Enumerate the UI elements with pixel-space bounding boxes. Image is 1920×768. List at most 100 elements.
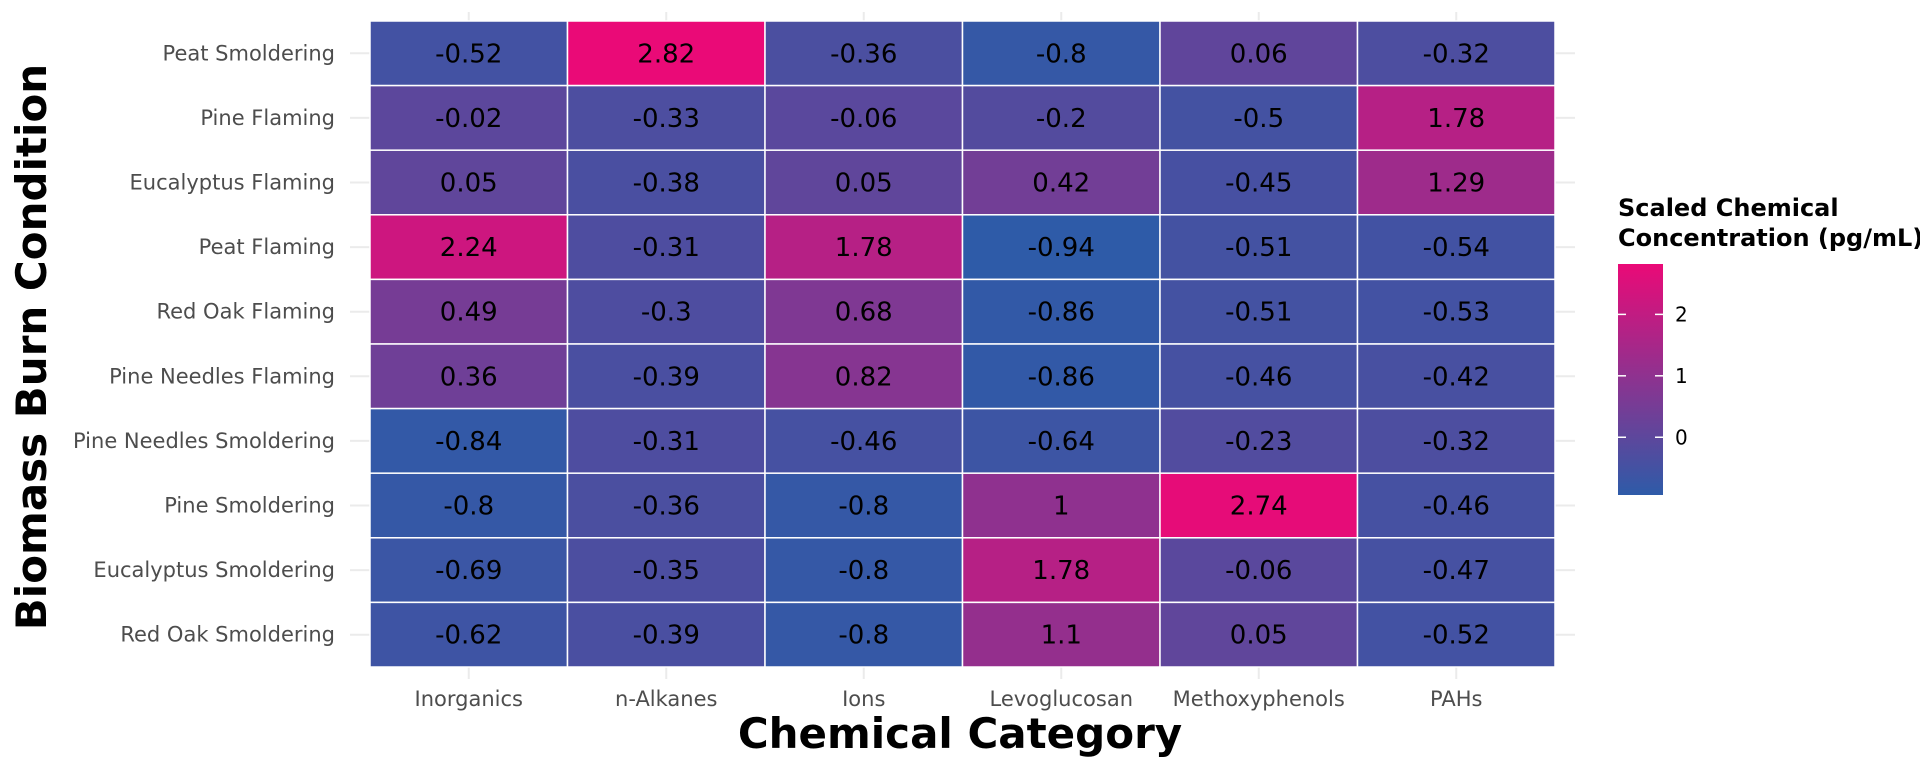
cell-value-label: 0.42	[1032, 169, 1090, 199]
y-tick-label: Pine Smoldering	[164, 494, 335, 518]
cell-value-label: 2.24	[440, 233, 498, 263]
legend-tick-label: 1	[1675, 364, 1688, 388]
legend-ticks: 0 1 2	[1618, 302, 1688, 449]
cell-value-label: -0.5	[1233, 104, 1284, 134]
y-tick-label: Pine Needles Smoldering	[73, 429, 335, 453]
heatmap-cell	[961, 278, 1161, 345]
cell-value-label: 1.29	[1427, 169, 1485, 199]
cell-label-layer: -0.52 2.82 -0.36 -0.8 0.06 -0.32 -0.02 -0.33 -0.…	[435, 39, 1490, 650]
cell-value-label: 0.06	[1230, 39, 1288, 69]
heatmap-cell	[764, 149, 964, 216]
heatmap-cell	[369, 149, 569, 216]
cell-value-label: 1.1	[1041, 621, 1082, 651]
cell-value-label: 1.78	[1427, 104, 1485, 134]
cell-value-label: -0.62	[435, 621, 502, 651]
x-tick-label: Inorganics	[415, 687, 523, 711]
cell-value-label: -0.54	[1423, 233, 1490, 263]
heatmap-cell	[961, 472, 1161, 539]
y-tick-label: Eucalyptus Flaming	[130, 171, 335, 195]
cell-value-label: -0.8	[1036, 39, 1087, 69]
heatmap-cell	[1356, 472, 1556, 539]
heatmap-cell	[1356, 84, 1556, 151]
y-tick-label: Pine Needles Flaming	[109, 364, 335, 388]
cell-value-label: -0.36	[633, 492, 700, 522]
heatmap-cell	[961, 537, 1161, 604]
heatmap-cell	[369, 537, 569, 604]
heatmap-cell	[566, 214, 766, 281]
legend-title-line-2: Concentration (pg/mL)	[1618, 224, 1920, 252]
legend-tick-label: 2	[1675, 302, 1688, 326]
heatmap-cell	[961, 20, 1161, 87]
cell-value-label: -0.39	[633, 621, 700, 651]
heatmap-cell	[566, 343, 766, 410]
cell-value-label: -0.31	[633, 427, 700, 457]
heatmap-cell	[1159, 84, 1359, 151]
x-tick-label: Ions	[842, 687, 885, 711]
heatmap-cell	[1159, 20, 1359, 87]
cell-value-label: -0.31	[633, 233, 700, 263]
cell-value-label: -0.52	[1423, 621, 1490, 651]
heatmap-cell	[566, 407, 766, 474]
heatmap-cell	[1356, 601, 1556, 668]
cell-value-label: -0.53	[1423, 298, 1490, 328]
cell-value-label: -0.2	[1036, 104, 1087, 134]
cell-value-label: -0.84	[435, 427, 502, 457]
heatmap-cell	[566, 601, 766, 668]
cell-value-label: 2.82	[637, 39, 695, 69]
cell-value-label: 0.36	[440, 362, 498, 392]
cell-value-label: -0.02	[435, 104, 502, 134]
cell-value-label: -0.32	[1423, 427, 1490, 457]
y-tick-label: Peat Smoldering	[163, 41, 335, 65]
cell-value-label: -0.94	[1028, 233, 1095, 263]
y-axis-title: Biomass Burn Condition	[7, 64, 56, 630]
heatmap-cell	[369, 84, 569, 151]
cell-value-label: 0.68	[835, 298, 893, 328]
cell-value-label: -0.51	[1225, 233, 1292, 263]
cell-value-label: -0.8	[838, 556, 889, 586]
heatmap-cell	[1159, 343, 1359, 410]
heatmap-cell	[1356, 20, 1556, 87]
cell-value-label: -0.8	[838, 492, 889, 522]
cell-value-label: -0.38	[633, 169, 700, 199]
heatmap-cell	[961, 84, 1161, 151]
heatmap-cell	[961, 149, 1161, 216]
heatmap-cell	[764, 214, 964, 281]
heatmap-cell	[1159, 472, 1359, 539]
x-tick-label: Methoxyphenols	[1173, 687, 1345, 711]
heatmap-cell	[1356, 343, 1556, 410]
heatmap-cell	[961, 214, 1161, 281]
axis-layer: Peat Smoldering Pine Flaming Eucalyptus Fl…	[73, 41, 1482, 711]
cell-value-label: -0.8	[443, 492, 494, 522]
x-axis-title: Chemical Category	[738, 709, 1182, 758]
heatmap-cell	[566, 472, 766, 539]
heatmap-cell	[961, 601, 1161, 668]
y-tick-label: Eucalyptus Smoldering	[93, 558, 335, 582]
cell-value-label: -0.47	[1423, 556, 1490, 586]
x-tick-label: n-Alkanes	[615, 687, 717, 711]
cell-value-label: -0.64	[1028, 427, 1095, 457]
cell-value-label: 0.82	[835, 362, 893, 392]
heatmap-cell	[369, 601, 569, 668]
heatmap-cell	[1159, 407, 1359, 474]
cell-value-label: -0.51	[1225, 298, 1292, 328]
legend-tick-label: 0	[1675, 425, 1688, 449]
cell-value-label: 1.78	[835, 233, 893, 263]
y-tick-label: Red Oak Flaming	[156, 300, 335, 324]
heatmap-cell	[1159, 537, 1359, 604]
heatmap-cell	[764, 343, 964, 410]
x-tick-label: PAHs	[1430, 687, 1482, 711]
cell-value-label: -0.8	[838, 621, 889, 651]
heatmap-cell	[1356, 149, 1556, 216]
heatmap-cell	[566, 278, 766, 345]
cell-value-label: -0.35	[633, 556, 700, 586]
heatmap-cell	[369, 214, 569, 281]
heatmap-cell	[764, 601, 964, 668]
heatmap-cell	[1356, 407, 1556, 474]
legend-color-bar	[1618, 264, 1663, 495]
y-tick-label: Peat Flaming	[199, 235, 335, 259]
legend-title-line-1: Scaled Chemical	[1618, 194, 1839, 222]
heatmap-cell	[764, 278, 964, 345]
heatmap-cell	[1356, 214, 1556, 281]
